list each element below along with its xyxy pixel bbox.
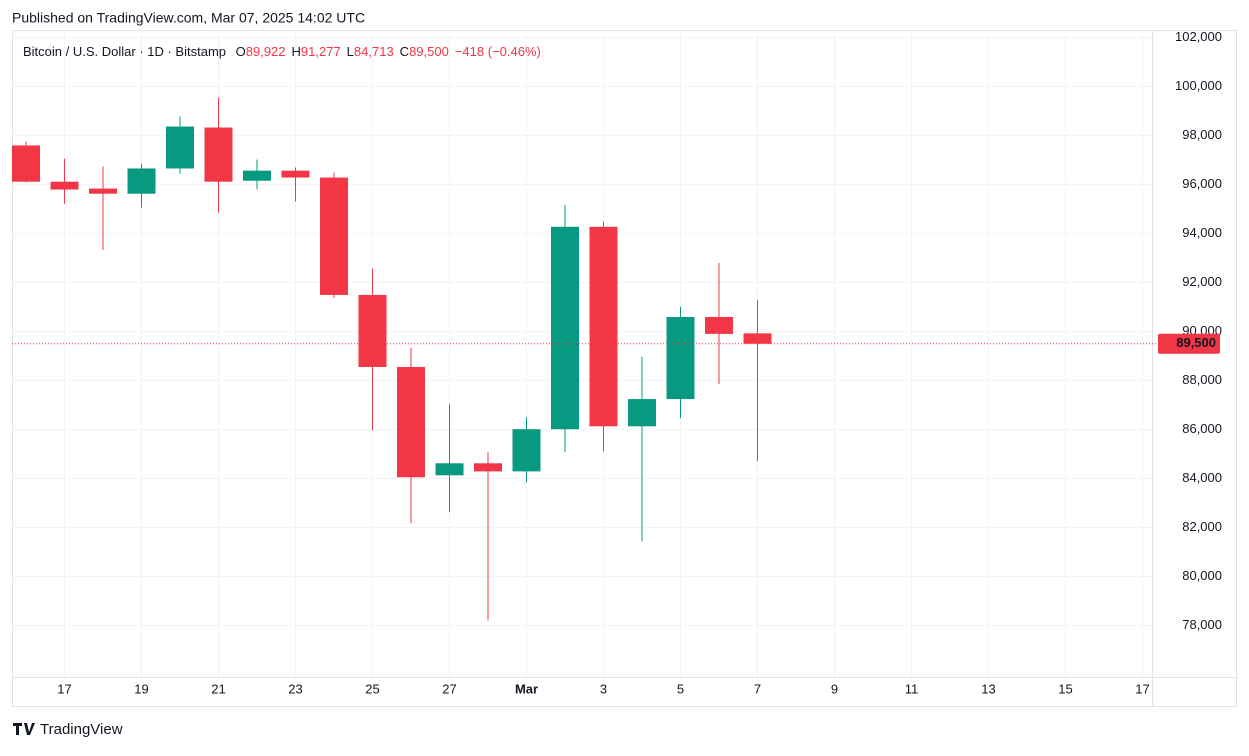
last-price-label: 89,500 xyxy=(1176,335,1216,350)
candle-body xyxy=(166,126,194,169)
ohlc-value: 89,922 xyxy=(246,44,286,59)
x-tick-label: 9 xyxy=(831,681,838,696)
last-price-box xyxy=(1158,333,1220,354)
candle-body xyxy=(397,366,425,478)
candle-body xyxy=(89,188,117,194)
ohlc-value: 89,500 xyxy=(409,44,449,59)
y-tick-label: 82,000 xyxy=(1182,519,1222,534)
candle-body xyxy=(127,168,156,194)
candle-body xyxy=(12,145,40,182)
y-tick-label: 94,000 xyxy=(1182,225,1222,240)
ohlc-key: C xyxy=(400,44,409,59)
ohlc: O89,922 H91,277 L84,713 C89,500 −418 (−0.46%… xyxy=(236,44,541,59)
symbol: Bitcoin / U.S. Dollar · 1D · Bitstamp xyxy=(23,44,226,59)
candle-body xyxy=(705,316,733,334)
y-tick-label: 98,000 xyxy=(1182,127,1222,142)
candle-body xyxy=(281,170,310,178)
ohlc-key: H xyxy=(292,44,301,59)
brand: TradingView xyxy=(13,721,123,738)
x-tick-label: 3 xyxy=(600,681,607,696)
x-tick-label: Mar xyxy=(515,681,538,696)
y-tick-label: 92,000 xyxy=(1182,274,1222,289)
candle-body xyxy=(666,316,695,400)
brand-name: TradingView xyxy=(40,721,123,738)
y-tick-label: 84,000 xyxy=(1182,470,1222,485)
brand-logo xyxy=(13,723,35,735)
ohlc-value: 84,713 xyxy=(354,44,394,59)
candle-body xyxy=(204,127,233,182)
x-tick-label: 21 xyxy=(211,681,225,696)
candle-body xyxy=(589,226,618,427)
x-tick-label: 17 xyxy=(1135,681,1149,696)
candle-body xyxy=(551,226,579,430)
y-tick-label: 88,000 xyxy=(1182,372,1222,387)
x-tick-label: 5 xyxy=(677,681,684,696)
x-tick-label: 11 xyxy=(905,681,919,696)
x-tick-label: 17 xyxy=(57,681,71,696)
y-tick-label: 80,000 xyxy=(1182,568,1222,583)
candle-body xyxy=(320,177,348,295)
grid: 78,00080,00082,00084,00086,00088,00090,0… xyxy=(12,29,1222,696)
candle-body xyxy=(358,294,387,367)
candle-body xyxy=(435,463,464,476)
candle-body xyxy=(512,429,541,472)
x-tick-label: 15 xyxy=(1058,681,1072,696)
x-tick-label: 13 xyxy=(981,681,995,696)
change: −418 (−0.46%) xyxy=(455,44,541,59)
legend: Bitcoin / U.S. Dollar · 1D · Bitstamp O8… xyxy=(23,44,541,59)
y-tick-label: 86,000 xyxy=(1182,421,1222,436)
ohlc-key: L xyxy=(347,44,354,59)
x-tick-label: 25 xyxy=(365,681,379,696)
frame xyxy=(12,30,1237,707)
ohlc-value: 91,277 xyxy=(301,44,341,59)
x-tick-label: 23 xyxy=(288,681,302,696)
candle-body xyxy=(628,399,656,427)
x-tick-label: 7 xyxy=(754,681,761,696)
candles: 89,500 xyxy=(12,97,1220,621)
x-tick-label: 27 xyxy=(442,681,456,696)
candle-body xyxy=(243,170,271,181)
x-tick-label: 19 xyxy=(134,681,148,696)
y-tick-label: 102,000 xyxy=(1175,29,1222,44)
y-tick-label: 78,000 xyxy=(1182,617,1222,632)
y-tick-label: 100,000 xyxy=(1175,78,1222,93)
published-note: Published on TradingView.com, Mar 07, 20… xyxy=(12,10,365,26)
y-tick-label: 96,000 xyxy=(1182,176,1222,191)
ohlc-key: O xyxy=(236,44,246,59)
candle-body xyxy=(50,181,79,190)
candle-body xyxy=(474,463,502,472)
candle-body xyxy=(743,333,772,344)
